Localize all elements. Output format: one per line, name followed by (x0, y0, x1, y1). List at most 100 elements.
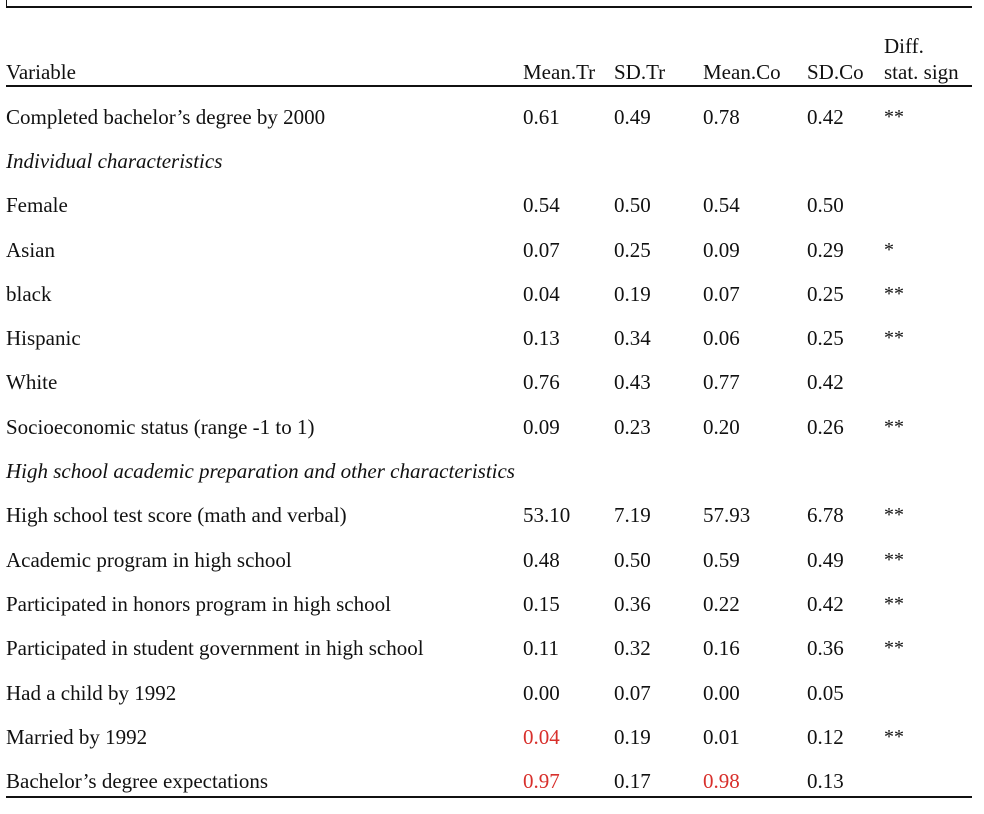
mean-treatment-cell: 0.15 (523, 591, 560, 616)
mean-treatment-cell: 0.97 (523, 769, 560, 794)
mean-control-cell: 0.98 (703, 769, 740, 794)
variable-cell: Hispanic (6, 326, 81, 351)
section-heading: Individual characteristics (6, 148, 223, 173)
sd-treatment-cell: 0.25 (614, 237, 651, 262)
header-diff-line1: Diff. (884, 34, 924, 58)
variable-cell: black (6, 281, 52, 306)
mean-treatment-cell: 0.76 (523, 370, 560, 395)
sd-treatment-cell: 0.07 (614, 680, 651, 705)
sd-treatment-cell: 0.34 (614, 326, 651, 351)
variable-cell: High school test score (math and verbal) (6, 503, 347, 528)
table-row: Bachelor’s degree expectations 0.97 0.17 0.… (6, 759, 972, 803)
sd-treatment-cell: 0.17 (614, 769, 651, 794)
mean-control-cell: 0.78 (703, 104, 740, 129)
mean-control-cell: 0.07 (703, 281, 740, 306)
bottom-rule (6, 796, 972, 798)
sd-control-cell: 0.36 (807, 636, 844, 661)
variable-cell: Married by 1992 (6, 724, 148, 749)
table-row: Had a child by 1992 0.00 0.07 0.00 0.05 (6, 671, 972, 715)
variable-cell: Completed bachelor’s degree by 2000 (6, 104, 326, 129)
significance-cell: ** (884, 105, 904, 128)
mean-control-cell: 0.54 (703, 193, 740, 218)
significance-cell: * (884, 238, 894, 261)
table-row: Participated in student government in hi… (6, 627, 972, 671)
sd-treatment-cell: 0.19 (614, 281, 651, 306)
significance-cell (884, 184, 972, 228)
sd-treatment-cell: 0.50 (614, 547, 651, 572)
sd-control-cell: 0.05 (807, 680, 844, 705)
header-diff-significance: Diff. stat. sign (884, 8, 972, 95)
variable-cell: Female (6, 193, 68, 218)
mean-treatment-cell: 53.10 (523, 503, 571, 528)
significance-cell: ** (884, 637, 904, 660)
table-row: Socioeconomic status (range -1 to 1) 0.09… (6, 405, 972, 449)
variable-cell: Socioeconomic status (range -1 to 1) (6, 414, 315, 439)
sd-treatment-cell: 0.50 (614, 193, 651, 218)
sd-treatment-cell: 0.43 (614, 370, 651, 395)
table-row: Female 0.54 0.50 0.54 0.50 (6, 184, 972, 228)
sd-control-cell: 0.42 (807, 370, 844, 395)
significance-cell (884, 361, 972, 405)
variable-cell: Bachelor’s degree expectations (6, 769, 268, 794)
sd-control-cell: 0.12 (807, 724, 844, 749)
mean-control-cell: 0.00 (703, 680, 740, 705)
table-row: High school test score (math and verbal)… (6, 494, 972, 538)
mean-control-cell: 0.01 (703, 724, 740, 749)
significance-cell: ** (884, 592, 904, 615)
table-row: Participated in honors program in high s… (6, 582, 972, 626)
section-row: Individual characteristics (6, 139, 972, 183)
variable-cell: Participated in student government in hi… (6, 636, 424, 661)
sd-treatment-cell: 0.32 (614, 636, 651, 661)
sd-control-cell: 0.25 (807, 281, 844, 306)
mean-treatment-cell: 0.04 (523, 281, 560, 306)
sd-control-cell: 0.49 (807, 547, 844, 572)
significance-cell: ** (884, 725, 904, 748)
sd-control-cell: 0.42 (807, 104, 844, 129)
mean-treatment-cell: 0.07 (523, 237, 560, 262)
sd-control-cell: 6.78 (807, 503, 844, 528)
mean-treatment-cell: 0.09 (523, 414, 560, 439)
table-row: Asian 0.07 0.25 0.09 0.29 * (6, 228, 972, 272)
table-row: Completed bachelor’s degree by 2000 0.61 0… (6, 95, 972, 139)
mean-control-cell: 0.20 (703, 414, 740, 439)
sd-control-cell: 0.29 (807, 237, 844, 262)
mean-control-cell: 0.22 (703, 591, 740, 616)
section-heading: High school academic preparation and oth… (6, 459, 515, 484)
mean-treatment-cell: 0.54 (523, 193, 560, 218)
mean-treatment-cell: 0.13 (523, 326, 560, 351)
header-mean-treatment: Mean.Tr (523, 60, 596, 84)
table-row: Academic program in high school 0.48 0.50 0… (6, 538, 972, 582)
sd-treatment-cell: 7.19 (614, 503, 651, 528)
variable-cell: White (6, 370, 58, 395)
sd-treatment-cell: 0.36 (614, 591, 651, 616)
mean-treatment-cell: 0.04 (523, 724, 560, 749)
sd-treatment-cell: 0.19 (614, 724, 651, 749)
significance-cell: ** (884, 327, 904, 350)
mean-control-cell: 0.77 (703, 370, 740, 395)
top-left-tick (6, 0, 7, 6)
variable-cell: Participated in honors program in high s… (6, 591, 391, 616)
table-row: White 0.76 0.43 0.77 0.42 (6, 361, 972, 405)
mean-control-cell: 0.09 (703, 237, 740, 262)
header-mean-control: Mean.Co (703, 60, 781, 84)
summary-statistics-table: Variable Mean.Tr SD.Tr Mean.Co SD.Co Dif… (6, 8, 972, 804)
variable-cell: Asian (6, 237, 55, 262)
sd-control-cell: 0.42 (807, 591, 844, 616)
header-sd-treatment: SD.Tr (614, 60, 666, 84)
table-row: Hispanic 0.13 0.34 0.06 0.25 ** (6, 316, 972, 360)
significance-cell: ** (884, 415, 904, 438)
header-row: Variable Mean.Tr SD.Tr Mean.Co SD.Co Dif… (6, 8, 972, 95)
mean-treatment-cell: 0.48 (523, 547, 560, 572)
significance-cell: ** (884, 548, 904, 571)
mean-control-cell: 57.93 (703, 503, 751, 528)
sd-control-cell: 0.26 (807, 414, 844, 439)
sd-treatment-cell: 0.49 (614, 104, 651, 129)
table-row: black 0.04 0.19 0.07 0.25 ** (6, 272, 972, 316)
section-row: High school academic preparation and oth… (6, 449, 972, 493)
mean-treatment-cell: 0.00 (523, 680, 560, 705)
variable-cell: Academic program in high school (6, 547, 292, 572)
significance-cell (884, 759, 972, 803)
variable-cell: Had a child by 1992 (6, 680, 177, 705)
table-body: Completed bachelor’s degree by 2000 0.61 0… (6, 95, 972, 804)
significance-cell (884, 671, 972, 715)
